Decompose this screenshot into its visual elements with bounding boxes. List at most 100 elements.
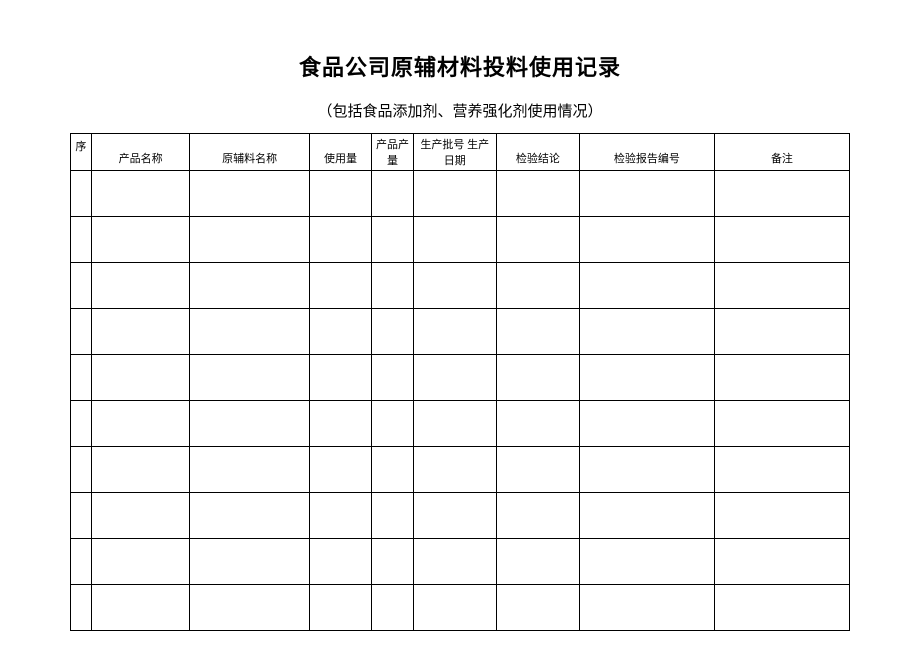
table-cell: [190, 539, 309, 585]
table-cell: [372, 309, 414, 355]
table-row: [71, 217, 850, 263]
table-cell: [190, 217, 309, 263]
table-cell: [413, 447, 496, 493]
table-row: [71, 447, 850, 493]
table-cell: [496, 263, 579, 309]
table-cell: [496, 447, 579, 493]
table-row: [71, 171, 850, 217]
col-header-output: 产品产量: [372, 134, 414, 171]
table-cell: [579, 539, 714, 585]
col-header-report: 检验报告编号: [579, 134, 714, 171]
table-cell: [496, 217, 579, 263]
table-cell: [309, 539, 371, 585]
table-cell: [579, 447, 714, 493]
table-cell: [190, 447, 309, 493]
table-cell: [372, 447, 414, 493]
table-cell: [309, 493, 371, 539]
col-header-seq: 序: [71, 134, 92, 171]
table-cell: [190, 309, 309, 355]
table-cell: [91, 447, 190, 493]
table-cell: [496, 171, 579, 217]
table-cell: [496, 539, 579, 585]
table-cell: [579, 401, 714, 447]
table-cell: [413, 309, 496, 355]
table-cell: [372, 355, 414, 401]
table-cell: [496, 493, 579, 539]
table-cell: [579, 493, 714, 539]
table-cell: [91, 309, 190, 355]
table-cell: [413, 585, 496, 631]
table-cell: [413, 539, 496, 585]
table-cell: [579, 263, 714, 309]
table-cell: [413, 401, 496, 447]
record-table: 序 产品名称 原辅料名称 使用量 产品产量 生产批号 生产日期 检验结论 检验报…: [70, 133, 850, 631]
table-cell: [91, 217, 190, 263]
table-cell: [413, 171, 496, 217]
table-header-row: 序 产品名称 原辅料名称 使用量 产品产量 生产批号 生产日期 检验结论 检验报…: [71, 134, 850, 171]
table-row: [71, 493, 850, 539]
table-cell: [496, 355, 579, 401]
table-cell: [71, 355, 92, 401]
table-cell: [190, 171, 309, 217]
col-header-product: 产品名称: [91, 134, 190, 171]
table-cell: [190, 585, 309, 631]
document-title: 食品公司原辅材料投料使用记录: [70, 50, 850, 82]
table-cell: [71, 585, 92, 631]
table-cell: [71, 217, 92, 263]
table-cell: [413, 355, 496, 401]
table-cell: [71, 263, 92, 309]
table-cell: [91, 493, 190, 539]
table-cell: [579, 585, 714, 631]
table-cell: [309, 171, 371, 217]
table-cell: [413, 493, 496, 539]
table-cell: [309, 447, 371, 493]
table-cell: [714, 401, 849, 447]
table-cell: [413, 263, 496, 309]
table-cell: [372, 539, 414, 585]
table-cell: [372, 263, 414, 309]
table-row: [71, 355, 850, 401]
table-cell: [309, 217, 371, 263]
table-cell: [413, 217, 496, 263]
table-cell: [91, 355, 190, 401]
table-cell: [71, 171, 92, 217]
col-header-batch: 生产批号 生产日期: [413, 134, 496, 171]
col-header-remark: 备注: [714, 134, 849, 171]
table-cell: [714, 585, 849, 631]
table-cell: [309, 309, 371, 355]
table-cell: [372, 217, 414, 263]
table-cell: [71, 309, 92, 355]
table-cell: [91, 585, 190, 631]
table-cell: [579, 309, 714, 355]
table-cell: [91, 263, 190, 309]
table-cell: [496, 401, 579, 447]
table-cell: [714, 171, 849, 217]
table-cell: [309, 355, 371, 401]
table-cell: [71, 539, 92, 585]
table-cell: [91, 171, 190, 217]
table-cell: [372, 401, 414, 447]
table-cell: [496, 309, 579, 355]
table-cell: [372, 585, 414, 631]
table-cell: [496, 585, 579, 631]
col-header-material: 原辅料名称: [190, 134, 309, 171]
table-cell: [579, 217, 714, 263]
table-cell: [71, 447, 92, 493]
table-cell: [714, 539, 849, 585]
table-row: [71, 309, 850, 355]
document-subtitle: （包括食品添加剂、营养强化剂使用情况）: [70, 100, 850, 121]
col-header-usage: 使用量: [309, 134, 371, 171]
table-row: [71, 401, 850, 447]
table-cell: [714, 355, 849, 401]
table-cell: [714, 493, 849, 539]
table-row: [71, 585, 850, 631]
table-cell: [372, 171, 414, 217]
table-cell: [714, 263, 849, 309]
table-cell: [372, 493, 414, 539]
table-cell: [71, 493, 92, 539]
table-cell: [190, 263, 309, 309]
table-cell: [714, 309, 849, 355]
table-cell: [309, 263, 371, 309]
table-cell: [579, 355, 714, 401]
table-cell: [309, 401, 371, 447]
